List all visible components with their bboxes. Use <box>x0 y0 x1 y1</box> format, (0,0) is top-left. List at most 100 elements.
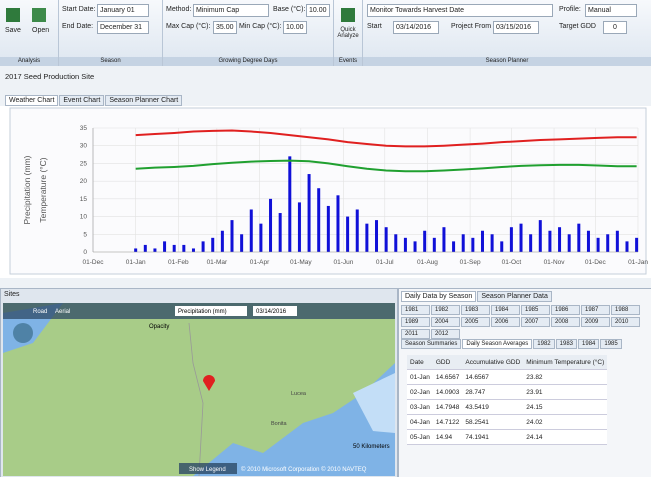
chart-tab[interactable]: Weather Chart <box>5 95 58 106</box>
project-from[interactable]: 03/15/2016 <box>493 21 539 34</box>
cell: 28.747 <box>462 385 523 400</box>
year-button[interactable]: 1983 <box>461 305 490 315</box>
year-button[interactable]: 1981 <box>401 305 430 315</box>
label: Profile: <box>559 6 581 13</box>
group-label: Analysis <box>0 57 58 66</box>
target-gdd[interactable]: 0 <box>603 21 627 34</box>
sub-tab[interactable]: 1982 <box>533 339 554 349</box>
y-axis-label: Temperature (°C) <box>38 157 48 222</box>
precip-bar <box>336 195 339 252</box>
year-button[interactable]: 2012 <box>431 329 460 339</box>
max-cap[interactable]: 35.00 <box>213 21 237 34</box>
planner-mode[interactable]: Monitor Towards Harvest Date <box>367 4 553 17</box>
label: Max Cap (°C): <box>166 23 210 30</box>
y-axis-label: Precipitation (mm) <box>22 155 32 224</box>
map-mode[interactable]: Aerial <box>55 309 70 315</box>
save-button[interactable]: Save <box>5 27 21 34</box>
year-button[interactable]: 1987 <box>581 305 610 315</box>
precip-bar <box>568 234 571 252</box>
planner-start[interactable]: 03/14/2016 <box>393 21 439 34</box>
cell: 74.1941 <box>462 430 523 445</box>
precip-bar <box>452 241 455 252</box>
map-mode[interactable]: Road <box>33 309 47 315</box>
method[interactable]: Minimum Cap <box>193 4 269 17</box>
column-header: Minimum Temperature (°C) <box>523 355 607 370</box>
open-icon[interactable] <box>32 8 46 22</box>
precip-bar <box>327 206 330 252</box>
precip-bar <box>500 241 503 252</box>
layer[interactable]: Precipitation (mm) <box>178 309 227 315</box>
label: Start <box>367 23 382 30</box>
precip-bar <box>510 227 513 252</box>
year-button[interactable]: 2008 <box>551 317 580 327</box>
sub-tab[interactable]: Daily Season Averages <box>462 339 532 349</box>
min-cap[interactable]: 10.00 <box>283 21 307 34</box>
cell: 14.94 <box>433 430 463 445</box>
start-date[interactable]: January 01 <box>97 4 149 17</box>
group-label: Season <box>59 57 162 66</box>
year-button[interactable]: 1986 <box>551 305 580 315</box>
map-nav[interactable] <box>13 323 33 343</box>
precip-bar <box>520 224 523 252</box>
chart-tab[interactable]: Event Chart <box>59 95 104 106</box>
x-tick-label: 01-Dec <box>585 259 607 266</box>
data-table: DateGDDAccumulative GDDMinimum Temperatu… <box>407 355 607 445</box>
year-button[interactable]: 1989 <box>401 317 430 327</box>
analyze-icon[interactable] <box>341 8 355 22</box>
precip-bar <box>577 224 580 252</box>
precip-bar <box>625 241 628 252</box>
precip-bar <box>587 231 590 252</box>
label: Project From <box>451 23 491 30</box>
year-button[interactable]: 2006 <box>491 317 520 327</box>
end-date[interactable]: December 31 <box>97 21 149 34</box>
year-button[interactable]: 1985 <box>521 305 550 315</box>
sub-tab[interactable]: 1985 <box>600 339 621 349</box>
data-tab[interactable]: Daily Data by Season <box>401 291 476 302</box>
site-name: 2017 Seed Production Site <box>5 72 94 81</box>
x-tick-label: 01-Aug <box>417 259 438 266</box>
year-button[interactable]: 1984 <box>491 305 520 315</box>
cell: 58.2541 <box>462 415 523 430</box>
profile[interactable]: Manual <box>585 4 637 17</box>
precip-bar <box>597 238 600 252</box>
year-button[interactable]: 1982 <box>431 305 460 315</box>
cell: 23.91 <box>523 385 607 400</box>
year-button[interactable]: 2005 <box>461 317 490 327</box>
base[interactable]: 10.00 <box>306 4 330 17</box>
sub-tab[interactable]: 1984 <box>578 339 599 349</box>
data-tab[interactable]: Season Planner Data <box>477 291 552 302</box>
precip-bar <box>635 238 638 252</box>
year-button[interactable]: 2010 <box>611 317 640 327</box>
sub-tab[interactable]: 1983 <box>556 339 577 349</box>
precip-bar <box>269 199 272 252</box>
year-button[interactable]: 2009 <box>581 317 610 327</box>
show-legend[interactable]: Show Legend <box>189 467 226 473</box>
chart-tab[interactable]: Season Planner Chart <box>105 95 182 106</box>
cell: 04-Jan <box>407 415 433 430</box>
precip-bar <box>221 231 224 252</box>
map: Road Aerial Precipitation (mm) 03/14/201… <box>3 303 395 476</box>
open-button[interactable]: Open <box>32 27 49 34</box>
year-button[interactable]: 2004 <box>431 317 460 327</box>
year-button[interactable]: 1988 <box>611 305 640 315</box>
precip-bar <box>558 227 561 252</box>
year-button[interactable]: 2011 <box>401 329 430 339</box>
map-date[interactable]: 03/14/2016 <box>256 309 287 315</box>
year-button[interactable]: 2007 <box>521 317 550 327</box>
quick-analyze[interactable]: Quick Analyze <box>335 27 361 39</box>
precip-bar <box>433 238 436 252</box>
save-icon[interactable] <box>6 8 20 22</box>
x-tick-label: 01-Jan <box>126 259 146 266</box>
precip-bar <box>481 231 484 252</box>
header-row: DateGDDAccumulative GDDMinimum Temperatu… <box>407 355 607 370</box>
precip-bar <box>134 248 137 252</box>
place: Lucea <box>291 391 307 397</box>
x-tick-label: 01-Mar <box>207 259 228 266</box>
sub-tab[interactable]: Season Summaries <box>401 339 461 349</box>
sites-panel: Sites Road Aerial Precipitation (mm) 03/… <box>0 288 398 477</box>
